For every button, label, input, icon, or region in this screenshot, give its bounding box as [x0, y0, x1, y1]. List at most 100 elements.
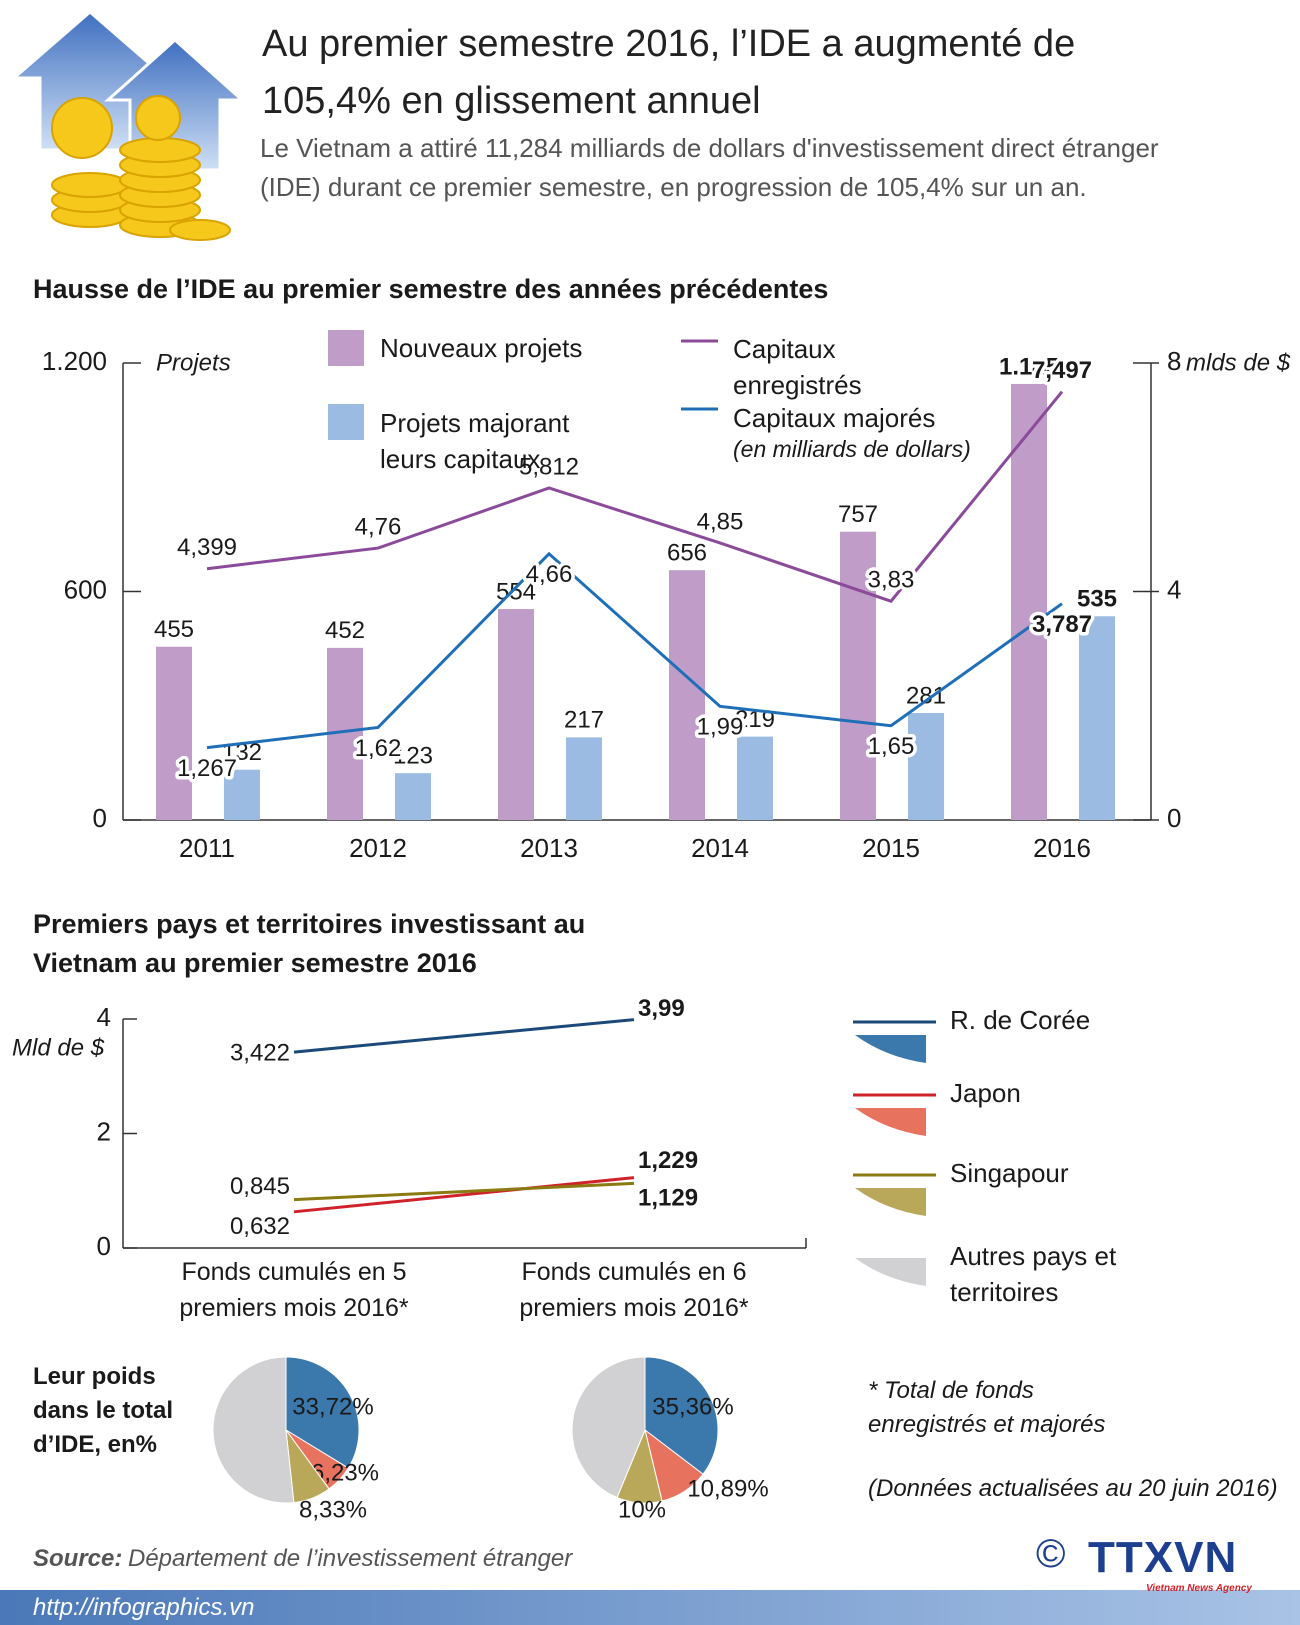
- point-label: 3,99: [638, 995, 685, 1022]
- legend-label: Nouveaux projets: [380, 333, 583, 363]
- bar: [566, 737, 602, 820]
- legend-label: Autres pays et territoires: [950, 1241, 1117, 1307]
- bar: [669, 570, 705, 820]
- bar-label: 123: [393, 743, 433, 770]
- legend-label: Japon: [950, 1078, 1021, 1108]
- agency: Vietnam News Agency: [1146, 1583, 1252, 1594]
- pie-label: 10,89%: [687, 1475, 768, 1502]
- legend-wedge: [855, 1188, 926, 1216]
- logo: TTXVN: [1088, 1533, 1238, 1582]
- pie-label: 35,36%: [652, 1393, 733, 1420]
- title: Au premier semestre 2016, l’IDE a augmen…: [262, 23, 1076, 122]
- x-tick-label: Fonds cumulés en 6 premiers mois 2016*: [519, 1258, 749, 1322]
- x-tick-label: 2012: [349, 833, 407, 863]
- pie-label: 33,72%: [292, 1393, 373, 1420]
- y-tick-label: 600: [64, 574, 107, 604]
- bar-label: 757: [838, 501, 878, 528]
- x-tick-label: 2011: [179, 833, 235, 863]
- line: [293, 1176, 635, 1214]
- point-label: 4,399: [177, 534, 237, 561]
- y2-tick-label: 8: [1167, 346, 1181, 376]
- legend-wedge: [855, 1108, 926, 1136]
- x-tick-label: 2016: [1033, 833, 1091, 863]
- pie-slice: [644, 1356, 719, 1475]
- y2-tick-label: 0: [1167, 803, 1181, 833]
- point-label: 1,62: [355, 735, 402, 762]
- point-label: 4,85: [697, 508, 744, 535]
- line: [293, 1018, 635, 1054]
- point-label: 3,83: [868, 567, 915, 594]
- bar: [1011, 383, 1047, 820]
- chart-title: Premiers pays et territoires investissan…: [33, 909, 586, 978]
- x-tick-label: Fonds cumulés en 5 premiers mois 2016*: [179, 1258, 409, 1322]
- footer-bar: [0, 1590, 1300, 1625]
- point-label: 4,76: [355, 513, 402, 540]
- bar: [224, 769, 260, 820]
- point-label: 5,812: [519, 453, 579, 480]
- legend-note: (en milliards de dollars): [733, 436, 971, 462]
- pie-slice: [571, 1356, 646, 1499]
- point-label: 1,129: [638, 1185, 698, 1212]
- bar: [1079, 616, 1115, 820]
- bar-label: 656: [667, 540, 707, 567]
- header-icon: [9, 10, 246, 241]
- legend-label: Singapour: [950, 1158, 1069, 1188]
- legend-label: Projets majorant leurs capitaux: [380, 408, 570, 474]
- pie-label: 10%: [618, 1496, 666, 1523]
- bar: [908, 712, 944, 820]
- footnote: * Total de fonds enregistrés et majorés: [868, 1377, 1106, 1438]
- bar: [840, 531, 876, 820]
- point-label: 1,267: [177, 755, 237, 782]
- x-tick-label: 2015: [862, 833, 920, 863]
- line: [293, 1181, 635, 1202]
- point-label: 1,229: [638, 1147, 698, 1174]
- point-label: 1,99: [697, 714, 744, 741]
- x-tick-label: 2013: [520, 833, 578, 863]
- y-axis-label: Projets: [156, 349, 231, 376]
- legend-wedge: [855, 1035, 926, 1063]
- bar: [156, 646, 192, 820]
- update-note: (Données actualisées au 20 juin 2016): [868, 1475, 1278, 1502]
- legend-label: Capitaux enregistrés: [733, 334, 862, 400]
- point-label: 0,632: [230, 1213, 290, 1240]
- y-tick-label: 0: [97, 1231, 111, 1261]
- bar-label: 455: [154, 616, 194, 643]
- point-label: 0,845: [230, 1173, 290, 1200]
- bar: [395, 773, 431, 820]
- y-tick-label: 4: [97, 1002, 111, 1032]
- url: http://infographics.vn: [33, 1594, 255, 1621]
- subtitle: Le Vietnam a attiré 11,284 milliards de …: [260, 133, 1159, 202]
- pie-label: 8,33%: [299, 1496, 367, 1523]
- bar-label: 535: [1077, 586, 1117, 613]
- line: [206, 390, 1064, 603]
- copyright: ©: [1036, 1532, 1066, 1576]
- source-label: Source:: [33, 1545, 123, 1572]
- point-label: 3,422: [230, 1039, 290, 1066]
- y-tick-label: 0: [93, 803, 107, 833]
- bar-label: 1.145: [999, 353, 1059, 380]
- bar: [498, 609, 534, 820]
- line: [206, 551, 1063, 750]
- y-tick-label: 2: [97, 1116, 111, 1146]
- point-label: 7,497: [1032, 357, 1092, 384]
- legend-wedge: [855, 1258, 926, 1286]
- legend-label: Capitaux majorés: [733, 403, 936, 433]
- bar-label: 452: [325, 617, 365, 644]
- pie-title: Leur poids dans le total d’IDE, en%: [33, 1363, 174, 1458]
- legend-swatch: [328, 404, 364, 440]
- point-label: 1,65: [868, 733, 915, 760]
- point-label: 4,66: [526, 561, 573, 588]
- chart-title: Hausse de l’IDE au premier semestre des …: [33, 274, 829, 304]
- pie-slice: [212, 1356, 295, 1504]
- x-tick-label: 2014: [691, 833, 749, 863]
- y2-axis-label: mlds de $: [1186, 349, 1291, 376]
- y-tick-label: 1.200: [42, 346, 107, 376]
- y2-tick-label: 4: [1167, 574, 1181, 604]
- legend-label: R. de Corée: [950, 1005, 1091, 1035]
- source: Département de l’investissement étranger: [128, 1545, 573, 1572]
- bar-label: 217: [564, 707, 604, 734]
- legend-swatch: [328, 330, 364, 366]
- pie-slice: [285, 1356, 360, 1469]
